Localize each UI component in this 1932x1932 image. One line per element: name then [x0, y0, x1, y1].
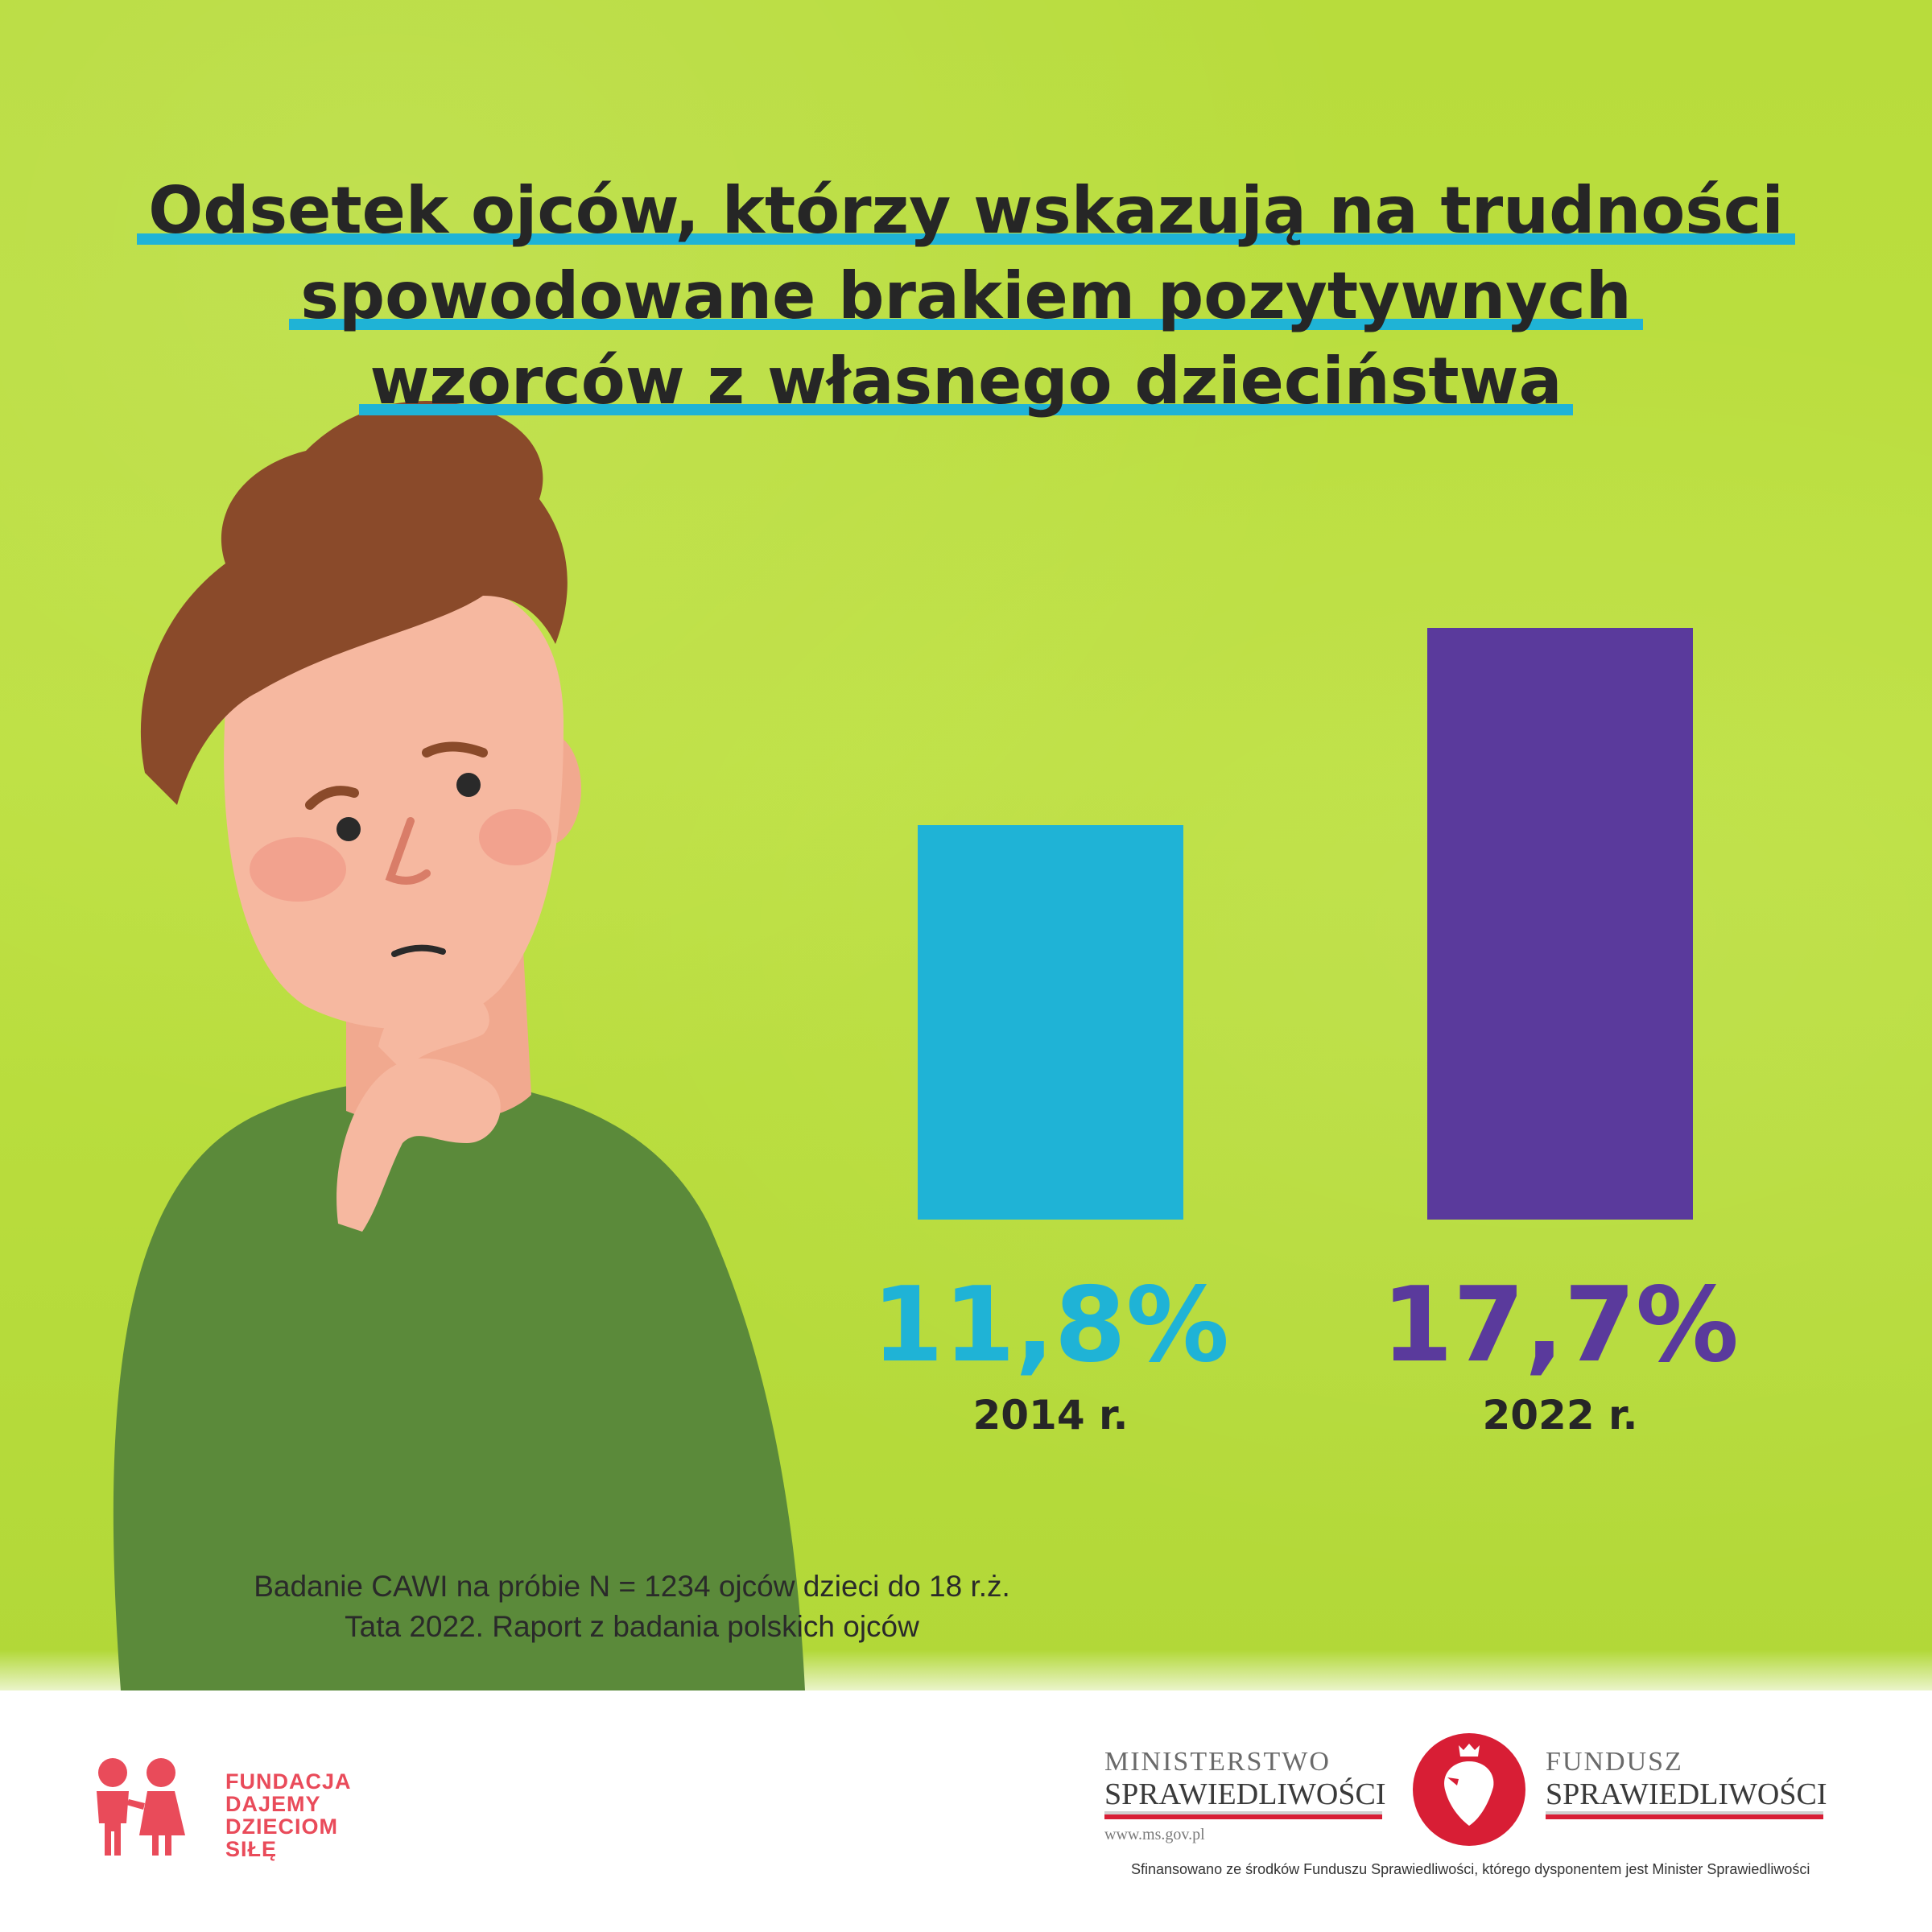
- eagle-emblem-icon: [1413, 1733, 1525, 1846]
- ministry-name-line-1: MINISTERSTWO: [1104, 1747, 1331, 1777]
- children-logo-icon: [97, 1758, 185, 1856]
- ministry-name-line-2: SPRAWIEDLIWOŚCI: [1104, 1777, 1386, 1811]
- source-note-line-2: Tata 2022. Raport z badania polskich ojc…: [345, 1610, 919, 1643]
- sweater: [113, 1079, 805, 1690]
- eyebrow: [305, 786, 359, 810]
- value-label-2: 17,7%: [1381, 1265, 1739, 1385]
- foundation-name-line: DAJEMY: [225, 1792, 321, 1816]
- ministry-url: www.ms.gov.pl: [1104, 1826, 1205, 1843]
- hair: [140, 401, 568, 805]
- financing-note: Sfinansowano ze środków Funduszu Sprawie…: [1131, 1861, 1810, 1877]
- bar-1: [918, 825, 1183, 1220]
- fund-name-line-2: SPRAWIEDLIWOŚCI: [1546, 1777, 1827, 1811]
- title-text-1: Odsetek ojców, którzy wskazują na trudno…: [137, 171, 1796, 251]
- eyebrow: [422, 741, 488, 758]
- category-label-1: 2014 r.: [972, 1392, 1128, 1439]
- title-block: Odsetek ojców, którzy wskazują na trudno…: [0, 0, 1932, 483]
- face: [224, 576, 564, 1029]
- foundation-name-line: SIŁĘ: [225, 1837, 278, 1861]
- nose: [385, 817, 431, 885]
- title-line-3: wzorców z własnego dzieciństwa: [0, 341, 1932, 422]
- title-text-3: wzorców z własnego dzieciństwa: [358, 341, 1574, 422]
- title-line-2: spowodowane brakiem pozytywnych: [0, 256, 1932, 336]
- foundation-name-line: FUNDACJA: [225, 1769, 352, 1794]
- source-note-line-1: Badanie CAWI na próbie N = 1234 ojców dz…: [254, 1570, 1010, 1603]
- eye: [456, 773, 481, 797]
- bar-2: [1427, 628, 1693, 1220]
- flag-stripe-red: [1104, 1814, 1382, 1819]
- mouth: [391, 944, 446, 957]
- category-label-2: 2022 r.: [1482, 1392, 1637, 1439]
- finger: [378, 985, 489, 1071]
- hand: [336, 1058, 501, 1232]
- title-text-2: spowodowane brakiem pozytywnych: [289, 256, 1644, 336]
- fund-name-line-1: FUNDUSZ: [1546, 1747, 1683, 1777]
- foundation-name-line: DZIECIOM: [225, 1814, 338, 1839]
- eye: [336, 817, 361, 841]
- cheek: [479, 809, 551, 865]
- value-label-1: 11,8%: [872, 1265, 1229, 1385]
- cheek: [250, 837, 346, 902]
- flag-stripe-white: [1104, 1811, 1382, 1814]
- flag-stripe-red: [1546, 1814, 1823, 1819]
- flag-stripe-white: [1546, 1811, 1823, 1814]
- title-line-1: Odsetek ojców, którzy wskazują na trudno…: [0, 171, 1932, 251]
